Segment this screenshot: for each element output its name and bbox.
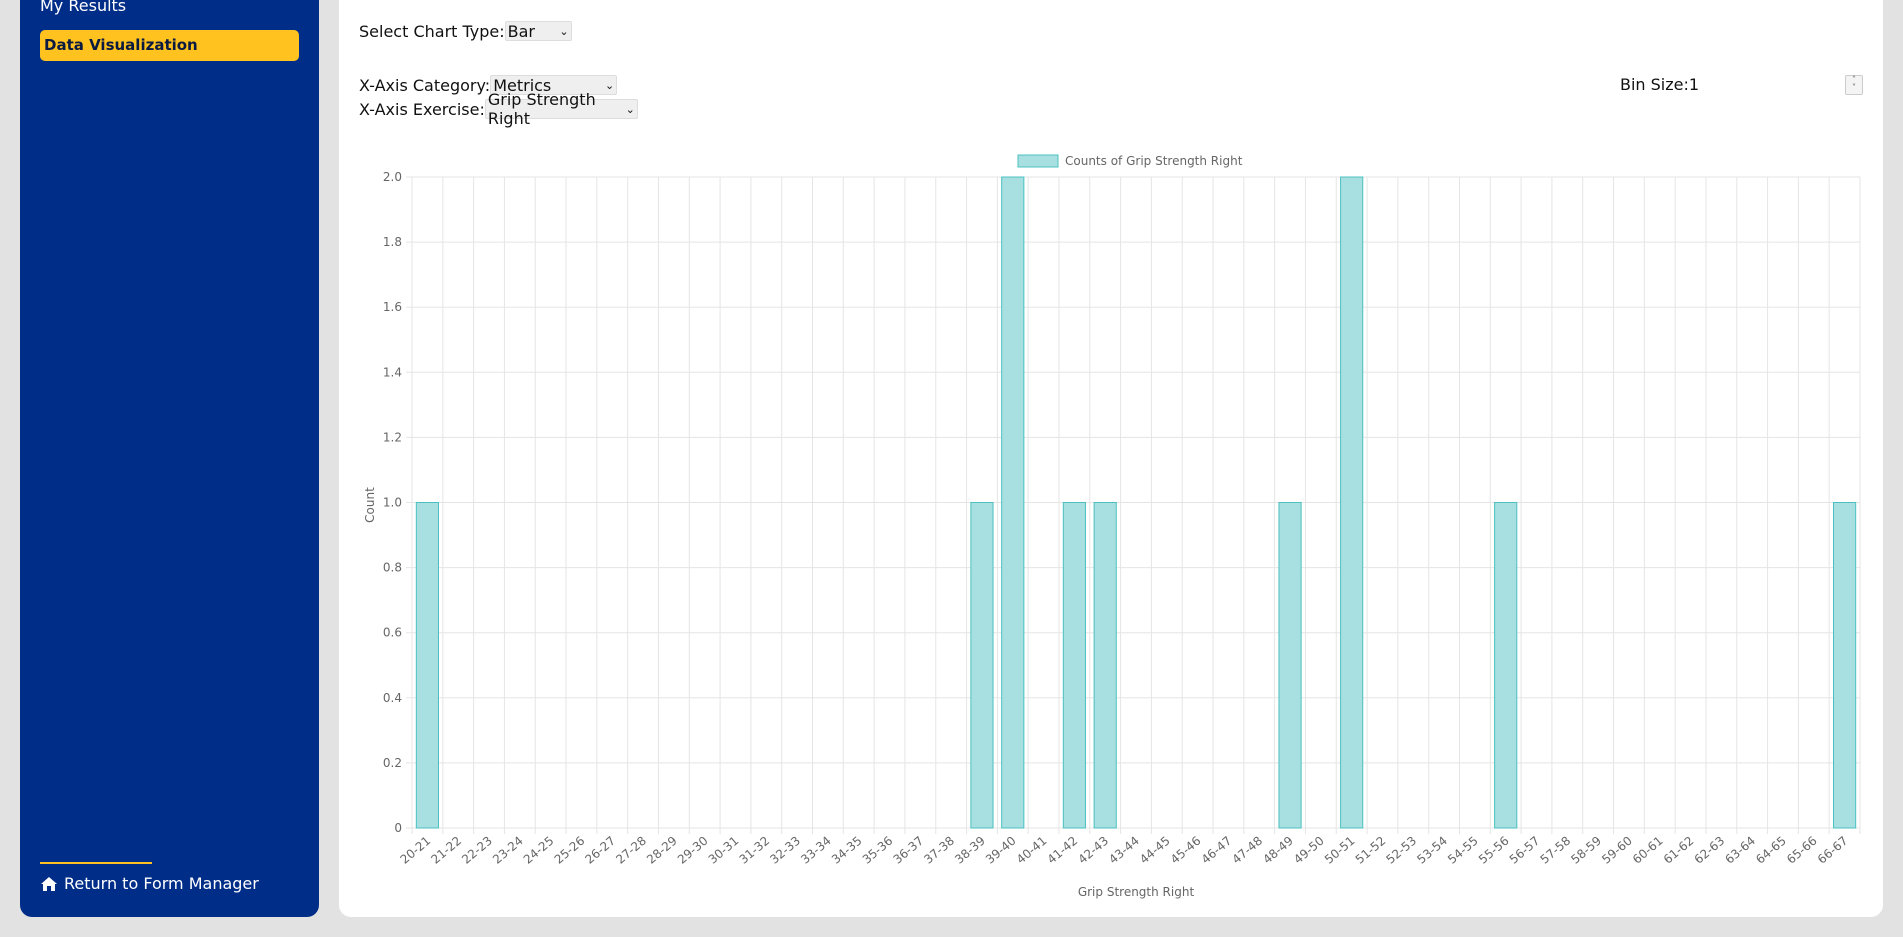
chevron-down-icon: ⌄ bbox=[604, 78, 615, 92]
x-tick-label: 29-30 bbox=[675, 834, 711, 867]
x-tick-label: 52-53 bbox=[1383, 834, 1419, 867]
x-tick-label: 64-65 bbox=[1753, 834, 1789, 867]
exercise-value: Grip Strength Right bbox=[487, 90, 596, 128]
x-tick-label: 32-33 bbox=[767, 834, 803, 867]
x-tick-label: 49-50 bbox=[1291, 834, 1327, 867]
x-tick-label: 20-21 bbox=[398, 834, 434, 867]
x-tick-label: 53-54 bbox=[1414, 834, 1450, 867]
y-tick-label: 0.4 bbox=[383, 691, 402, 705]
x-tick-label: 63-64 bbox=[1722, 834, 1758, 867]
exercise-select[interactable]: Grip Strength Right ⌄ bbox=[484, 90, 638, 128]
x-axis-title: Grip Strength Right bbox=[1078, 885, 1195, 899]
x-tick-label: 45-46 bbox=[1168, 834, 1204, 867]
y-tick-label: 1.0 bbox=[383, 496, 402, 510]
x-tick-label: 66-67 bbox=[1815, 834, 1851, 867]
sidebar: My Results Data Visualization Return to … bbox=[20, 0, 319, 917]
x-tick-label: 65-66 bbox=[1784, 834, 1820, 867]
bar bbox=[415, 502, 439, 829]
x-tick-label: 28-29 bbox=[644, 834, 680, 867]
y-tick-label: 1.8 bbox=[383, 235, 402, 249]
category-control: X-Axis Category: Metrics ⌄ bbox=[359, 75, 618, 95]
bar bbox=[1093, 502, 1117, 829]
x-tick-label: 44-45 bbox=[1137, 834, 1173, 867]
x-tick-label: 42-43 bbox=[1075, 834, 1111, 867]
sidebar-item-my-results[interactable]: My Results bbox=[40, 0, 127, 15]
x-tick-label: 34-35 bbox=[829, 834, 865, 867]
x-tick-label: 56-57 bbox=[1507, 834, 1543, 867]
x-tick-label: 25-26 bbox=[552, 834, 588, 867]
y-tick-label: 1.6 bbox=[383, 300, 402, 314]
y-tick-label: 0.2 bbox=[383, 756, 402, 770]
x-tick-label: 59-60 bbox=[1599, 834, 1635, 867]
bin-size-stepper[interactable]: ˄ ˅ bbox=[1845, 75, 1863, 95]
bar bbox=[1278, 502, 1302, 829]
x-tick-label: 39-40 bbox=[983, 834, 1019, 867]
bar bbox=[1001, 176, 1025, 829]
bin-size-control: Bin Size: 1 bbox=[1620, 75, 1699, 94]
chart-type-value: Bar bbox=[507, 21, 535, 41]
x-tick-label: 54-55 bbox=[1445, 834, 1481, 867]
y-tick-label: 0.8 bbox=[383, 561, 402, 575]
sidebar-divider bbox=[40, 862, 152, 864]
exercise-control: X-Axis Exercise: Grip Strength Right ⌄ bbox=[359, 90, 638, 128]
x-tick-label: 23-24 bbox=[490, 834, 526, 867]
bin-size-input[interactable]: 1 bbox=[1688, 75, 1700, 94]
bar bbox=[970, 502, 994, 829]
bar bbox=[1833, 502, 1857, 829]
x-tick-label: 46-47 bbox=[1199, 834, 1235, 867]
x-tick-label: 30-31 bbox=[706, 834, 742, 867]
x-tick-label: 60-61 bbox=[1630, 834, 1666, 867]
x-tick-label: 40-41 bbox=[1014, 834, 1050, 867]
y-tick-label: 2.0 bbox=[383, 170, 402, 184]
x-tick-label: 48-49 bbox=[1260, 834, 1296, 867]
home-icon bbox=[41, 876, 57, 891]
y-tick-label: 1.2 bbox=[383, 430, 402, 444]
y-tick-label: 1.4 bbox=[383, 365, 402, 379]
x-tick-label: 51-52 bbox=[1353, 834, 1389, 867]
chevron-down-icon: ⌄ bbox=[625, 102, 635, 116]
x-tick-label: 50-51 bbox=[1322, 834, 1358, 867]
x-tick-label: 62-63 bbox=[1692, 834, 1728, 867]
x-tick-label: 27-28 bbox=[613, 834, 649, 867]
y-tick-label: 0 bbox=[394, 821, 402, 835]
category-select[interactable]: Metrics ⌄ bbox=[490, 75, 618, 95]
bin-size-label: Bin Size: bbox=[1620, 75, 1689, 94]
chart-type-select[interactable]: Bar ⌄ bbox=[504, 21, 572, 41]
histogram-chart: 0 0.2 0.4 0.6 0.8 1.0 1.2 1.4 1.6 1.8 2.0 20-2121-2… bbox=[363, 154, 1861, 899]
chart-type-label: Select Chart Type: bbox=[359, 21, 505, 41]
x-tick-label: 57-58 bbox=[1538, 834, 1574, 867]
x-tick-label: 36-37 bbox=[891, 834, 927, 867]
category-value: Metrics bbox=[493, 75, 552, 95]
x-tick-label: 55-56 bbox=[1476, 834, 1512, 867]
sidebar-item-data-visualization[interactable]: Data Visualization bbox=[40, 30, 299, 61]
chevron-down-icon: ⌄ bbox=[559, 24, 569, 38]
legend-swatch bbox=[1017, 154, 1059, 168]
x-tick-label: 35-36 bbox=[860, 834, 896, 867]
y-axis-title: Count bbox=[363, 487, 377, 523]
y-tick-label: 0.6 bbox=[383, 626, 402, 640]
x-tick-label: 33-34 bbox=[798, 834, 834, 867]
x-tick-label: 24-25 bbox=[521, 834, 557, 867]
x-tick-label: 31-32 bbox=[737, 834, 773, 867]
legend-label: Counts of Grip Strength Right bbox=[1065, 154, 1243, 168]
return-to-form-manager-link[interactable]: Return to Form Manager bbox=[40, 874, 259, 893]
x-tick-label: 22-23 bbox=[459, 834, 495, 867]
x-tick-label: 58-59 bbox=[1568, 834, 1604, 867]
chart-type-control: Select Chart Type: Bar ⌄ bbox=[359, 21, 572, 41]
x-tick-label: 37-38 bbox=[921, 834, 957, 867]
exercise-label: X-Axis Exercise: bbox=[359, 99, 485, 119]
return-link-label: Return to Form Manager bbox=[64, 874, 259, 893]
category-label: X-Axis Category: bbox=[359, 75, 491, 95]
x-tick-label: 43-44 bbox=[1106, 834, 1142, 867]
x-tick-label: 47-48 bbox=[1229, 834, 1265, 867]
bar bbox=[1494, 502, 1518, 829]
x-tick-label: 41-42 bbox=[1045, 834, 1081, 867]
x-tick-label: 38-39 bbox=[952, 834, 988, 867]
bar bbox=[1062, 502, 1086, 829]
bar bbox=[1340, 176, 1364, 829]
x-tick-label: 21-22 bbox=[428, 834, 464, 867]
x-tick-label: 61-62 bbox=[1661, 834, 1697, 867]
x-tick-label: 26-27 bbox=[582, 834, 618, 867]
